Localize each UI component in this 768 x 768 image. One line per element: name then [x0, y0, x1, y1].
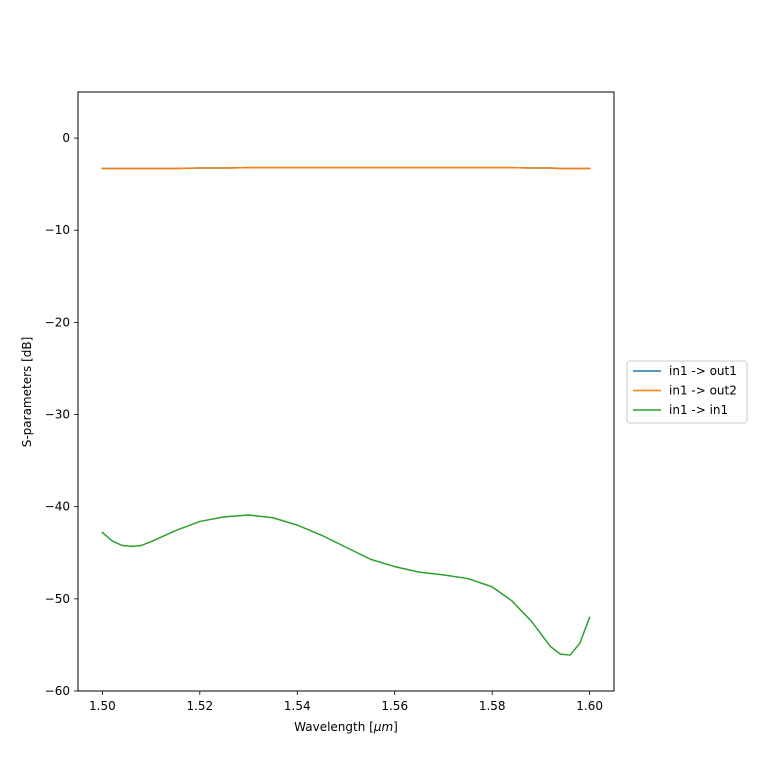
y-axis: 0 −10 −20 −30 −40 −50 −60 — [45, 131, 78, 698]
plot-area-frame — [77, 91, 615, 692]
legend-label-1: in1 -> out1 — [669, 364, 737, 378]
x-tick-label: 1.50 — [89, 699, 116, 713]
x-axis-label: Wavelength [μm] — [294, 720, 398, 734]
x-axis: 1.50 1.52 1.54 1.56 1.58 1.60 — [89, 691, 603, 713]
legend-label-3: in1 -> in1 — [669, 403, 728, 417]
x-tick-label: 1.56 — [381, 699, 408, 713]
series-line-2 — [101, 166, 591, 170]
y-tick-label: −50 — [45, 592, 70, 606]
legend-box — [626, 360, 748, 424]
y-axis-label: S-parameters [dB] — [20, 337, 34, 448]
series-layer — [101, 166, 591, 656]
y-tick-label: −60 — [45, 684, 70, 698]
y-tick-label: −20 — [45, 315, 70, 329]
legend-label-2: in1 -> out2 — [669, 384, 737, 398]
x-tick-label: 1.58 — [479, 699, 506, 713]
series-line-3 — [101, 514, 591, 656]
x-tick-label: 1.60 — [576, 699, 603, 713]
legend: in1 -> out1 in1 -> out2 in1 -> in1 — [626, 360, 748, 424]
y-tick-label: −40 — [45, 500, 70, 514]
y-tick-label: −10 — [45, 223, 70, 237]
y-tick-label: −30 — [45, 408, 70, 422]
x-tick-label: 1.52 — [186, 699, 213, 713]
x-tick-label: 1.54 — [284, 699, 311, 713]
y-tick-label: 0 — [62, 131, 70, 145]
